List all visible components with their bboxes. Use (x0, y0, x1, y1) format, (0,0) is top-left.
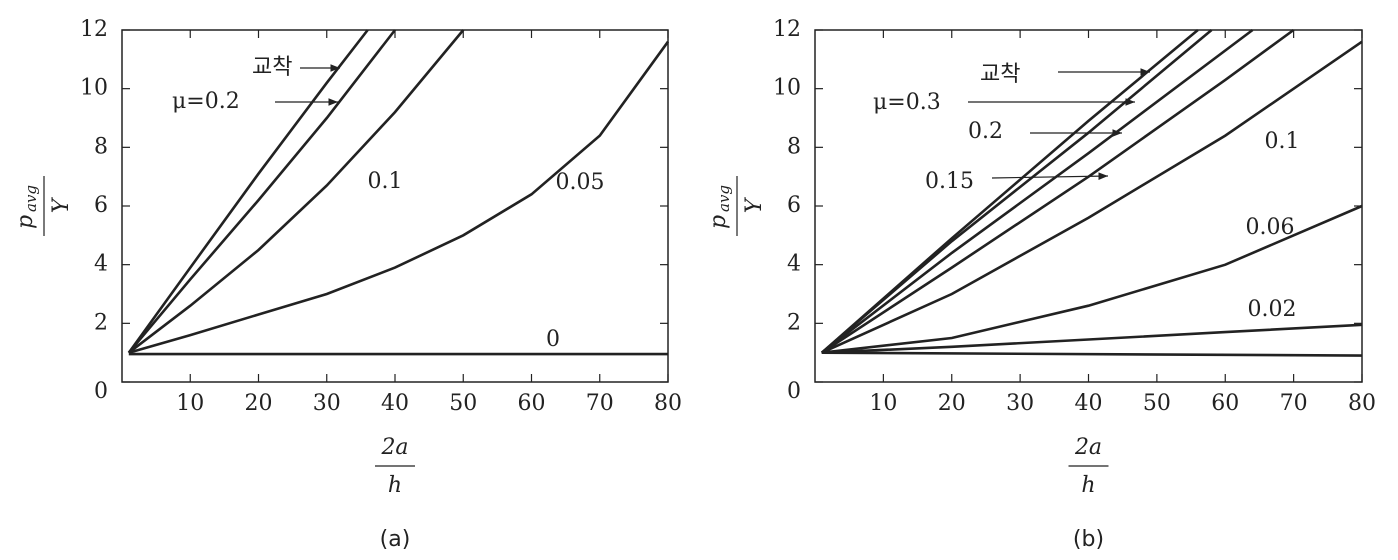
y-tick-label: 4 (94, 252, 108, 277)
y-tick-label: 2 (94, 310, 108, 335)
y-tick-label: 6 (94, 193, 108, 218)
curve (128, 40, 670, 354)
y-label-subscript: avg (715, 185, 733, 212)
x-tick-label: 50 (449, 391, 477, 416)
series-label: 0.2 (968, 119, 1003, 144)
curve (127, 29, 397, 354)
curve (127, 29, 369, 354)
series-label: 교착 (252, 55, 292, 80)
y-tick-label: 8 (94, 134, 108, 159)
y-tick-label: 0 (94, 379, 108, 404)
y-tick-label: 12 (80, 17, 108, 42)
caption: (a) (380, 527, 411, 552)
y-tick-label: 0 (787, 379, 801, 404)
x-tick-label: 40 (1075, 391, 1103, 416)
x-tick-label: 80 (654, 391, 682, 416)
curve (821, 204, 1363, 354)
x-tick-label: 70 (586, 391, 614, 416)
plot-frame (121, 29, 669, 383)
x-tick-label: 30 (313, 391, 341, 416)
y-tick-label: 8 (787, 134, 801, 159)
series-label: μ=0.3 (873, 90, 941, 115)
y-tick-label: 12 (773, 17, 801, 42)
series-label: 0.02 (1248, 297, 1297, 322)
y-label-numerator: p (706, 215, 731, 229)
x-tick-label: 70 (1280, 391, 1308, 416)
curve (820, 29, 1213, 354)
x-label-numerator: 2a (380, 435, 408, 460)
y-tick-label: 10 (773, 76, 801, 101)
series-label: 교착 (980, 62, 1020, 87)
x-label-denominator: h (388, 473, 402, 498)
curve (821, 351, 1363, 357)
x-label-denominator: h (1081, 473, 1095, 498)
x-label-numerator: 2a (1074, 435, 1102, 460)
y-label: p avg Y (706, 176, 767, 236)
x-tick-label: 10 (176, 391, 204, 416)
series-label: 0.05 (556, 170, 605, 195)
x-tick-label: 60 (1211, 391, 1239, 416)
x-tick-label: 10 (869, 391, 897, 416)
y-label-subscript: avg (22, 185, 40, 212)
y-label-denominator: Y (49, 196, 74, 213)
curve (821, 40, 1363, 354)
x-tick-label: 40 (381, 391, 409, 416)
y-tick-label: 10 (80, 76, 108, 101)
series-label: 0.06 (1246, 215, 1295, 240)
y-label-denominator: Y (742, 196, 767, 213)
series-label: 0.15 (925, 169, 974, 194)
x-tick-label: 30 (1006, 391, 1034, 416)
curve (821, 28, 1254, 354)
y-label: p avg Y (13, 176, 74, 236)
curve (128, 29, 465, 354)
x-tick-label: 60 (518, 391, 546, 416)
label-arrow (991, 172, 1109, 181)
y-tick-label: 6 (787, 193, 801, 218)
y-tick-label: 4 (787, 252, 801, 277)
x-tick-label: 20 (245, 391, 273, 416)
x-tick-label: 80 (1348, 391, 1376, 416)
x-tick-label: 50 (1143, 391, 1171, 416)
x-tick-label: 20 (938, 391, 966, 416)
y-tick-label: 2 (787, 310, 801, 335)
series-label: 0.1 (368, 169, 403, 194)
series-label: 0 (546, 327, 560, 352)
series-label: 0.1 (1265, 129, 1300, 154)
curve (821, 323, 1363, 354)
y-label-numerator: p (13, 215, 38, 229)
series-label: μ=0.2 (172, 89, 240, 114)
caption: (b) (1073, 527, 1104, 552)
curve (821, 28, 1295, 354)
